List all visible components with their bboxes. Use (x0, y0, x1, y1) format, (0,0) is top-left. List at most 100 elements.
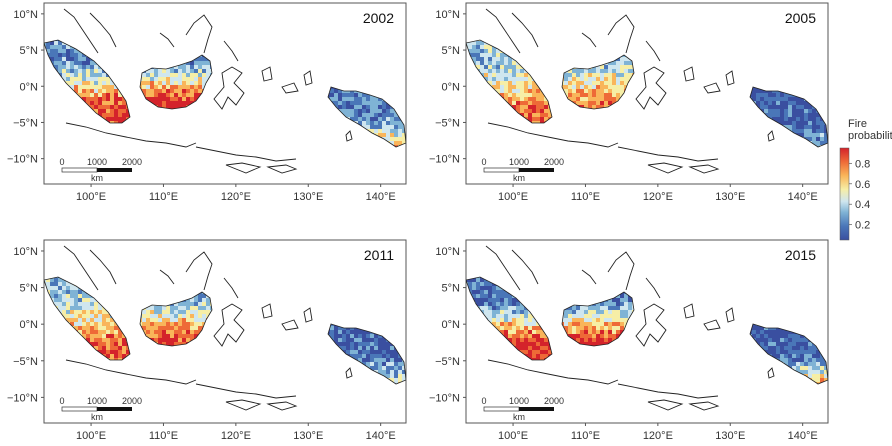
y-tick-label: −10°N (7, 392, 38, 404)
year-label: 2011 (364, 247, 394, 263)
island-outline (213, 66, 245, 110)
scale-bar-unit: km (91, 173, 103, 183)
y-tick-label: 0°N (442, 319, 461, 331)
y-tick-label: −5°N (435, 117, 460, 129)
island-outline (683, 303, 695, 319)
island-outline (487, 122, 619, 148)
x-tick-label: 120°E (643, 191, 673, 203)
island-outline (581, 269, 597, 285)
y-tick-label: 5°N (442, 283, 461, 295)
x-tick-label: 110°E (571, 430, 600, 442)
island-outline (703, 82, 721, 94)
y-tick-label: 5°N (442, 45, 461, 57)
x-tick-label: 130°E (293, 191, 323, 203)
island-outline (485, 245, 521, 291)
x-tick-label: 130°E (715, 430, 745, 442)
scale-bar-tick: 0 (59, 157, 64, 167)
y-tick-label: −5°N (13, 356, 38, 368)
island-outline (683, 66, 695, 82)
island-outline (688, 164, 720, 174)
scale-bar-tick: 2000 (544, 396, 564, 406)
scale-bar-tick: 1000 (509, 396, 529, 406)
scale-bar: 0 1000 2000 km (59, 157, 142, 183)
island-outline (159, 32, 175, 48)
island-outline (266, 164, 298, 174)
island-outline (65, 359, 197, 385)
map-panel-2005: 2005 0 1000 2000 km 10°N 5°N 0°N −5°N −10°N 100°E 1… (429, 2, 829, 203)
island-outline (345, 130, 353, 142)
island-outline (89, 12, 117, 48)
legend-tick-label: 0.8 (855, 158, 870, 170)
island-outline (195, 383, 297, 399)
x-tick-label: 140°E (366, 191, 396, 203)
island-outline (647, 162, 684, 174)
x-tick-label: 130°E (715, 191, 745, 203)
island-outline (645, 277, 661, 299)
x-tick-label: 100°E (498, 191, 528, 203)
legend-tick-label: 0.4 (855, 199, 870, 211)
x-tick-label: 140°E (788, 191, 818, 203)
x-tick-label: 110°E (149, 191, 178, 203)
island-outline (223, 277, 239, 299)
island-outline (213, 303, 245, 347)
scale-bar-unit: km (91, 412, 103, 422)
map-panel-2015: 2015 0 1000 2000 km 10°N 5°N 0°N −5°N −10°N 100°E 1… (429, 239, 829, 442)
scale-bar-tick: 0 (481, 396, 486, 406)
island-outline (645, 40, 661, 62)
y-tick-label: −5°N (13, 117, 38, 129)
x-tick-label: 120°E (643, 430, 673, 442)
island-outline (159, 269, 175, 285)
island-outline (581, 32, 597, 48)
scale-bar: 0 1000 2000 km (481, 157, 564, 183)
legend-colorbar (839, 147, 850, 241)
island-outline (185, 251, 213, 291)
y-tick-label: −10°N (429, 154, 460, 166)
island-outline (261, 66, 273, 82)
island-outline (225, 399, 262, 411)
year-label: 2005 (785, 10, 816, 26)
island-outline (223, 40, 239, 62)
scale-bar-unit: km (513, 412, 525, 422)
island-outline (767, 367, 775, 379)
legend-tick-label: 0.2 (855, 220, 870, 232)
y-tick-label: −10°N (429, 392, 460, 404)
island-outline (511, 12, 539, 48)
island-outline (617, 383, 719, 399)
island-outline (487, 359, 619, 385)
y-tick-label: 10°N (435, 9, 460, 21)
y-tick-label: 5°N (20, 283, 39, 295)
scale-bar-tick: 1000 (87, 157, 107, 167)
scale-bar-tick: 1000 (509, 157, 529, 167)
island-outline (635, 66, 667, 110)
y-tick-label: 0°N (20, 319, 39, 331)
island-outline (767, 130, 775, 142)
y-tick-label: 10°N (13, 246, 38, 258)
x-tick-label: 130°E (293, 430, 323, 442)
island-outline (195, 146, 297, 162)
island-outline (617, 146, 719, 162)
map-panel-2002: 2002 0 1000 2000 km 10°N 5°N 0°N −5°N −10°N 100°E 1… (7, 2, 407, 203)
x-tick-label: 100°E (76, 191, 106, 203)
island-outline (511, 249, 539, 285)
island-outline (607, 14, 635, 54)
island-outline (261, 303, 273, 319)
x-tick-label: 140°E (788, 430, 818, 442)
x-tick-label: 100°E (76, 430, 106, 442)
island-outline (63, 245, 99, 291)
scale-bar-tick: 1000 (87, 396, 107, 406)
scale-bar-tick: 2000 (122, 396, 142, 406)
island-outline (485, 8, 521, 54)
y-tick-label: −10°N (7, 154, 38, 166)
island-outline (225, 162, 262, 174)
year-label: 2015 (785, 247, 816, 263)
scale-bar-tick: 0 (59, 396, 64, 406)
map-panel-2011: 2011 0 1000 2000 km 10°N 5°N 0°N −5°N −10°N 100°E 1… (7, 239, 407, 442)
x-tick-label: 100°E (498, 430, 528, 442)
x-tick-label: 120°E (221, 430, 251, 442)
y-tick-label: 10°N (435, 246, 460, 258)
island-outline (65, 122, 197, 148)
color-legend: Fire probability 0.8 0.6 0.4 0.2 (839, 118, 892, 241)
x-tick-label: 140°E (366, 430, 396, 442)
y-tick-label: −5°N (435, 356, 460, 368)
